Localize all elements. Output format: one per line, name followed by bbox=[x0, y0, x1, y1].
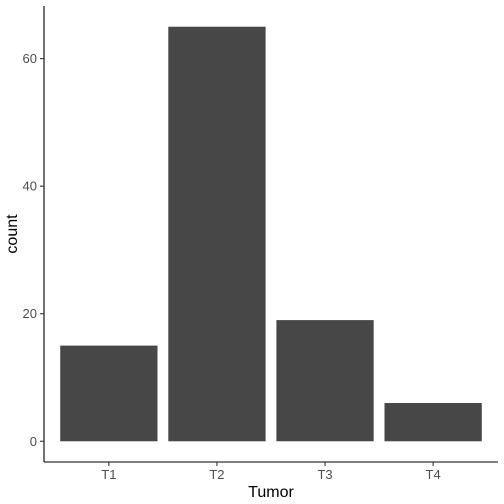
x-tick-label: T4 bbox=[426, 467, 441, 482]
bar-t2 bbox=[168, 26, 266, 442]
bar-t4 bbox=[384, 403, 482, 442]
x-tick-label: T3 bbox=[317, 467, 332, 482]
y-tick-label: 60 bbox=[23, 51, 37, 66]
y-axis-title: count bbox=[4, 214, 21, 254]
x-ticks: T1 T2 T3 T4 bbox=[101, 462, 441, 482]
axes-layer bbox=[43, 6, 498, 463]
bars-layer bbox=[60, 26, 482, 442]
y-tick-label: 0 bbox=[30, 434, 37, 449]
bar-t3 bbox=[276, 320, 374, 442]
x-tick-label: T2 bbox=[209, 467, 224, 482]
y-tick-label: 40 bbox=[23, 179, 37, 194]
y-tick-label: 20 bbox=[23, 306, 37, 321]
x-axis-title: Tumor bbox=[248, 484, 294, 501]
y-ticks: 0 20 40 60 bbox=[23, 51, 44, 449]
bar-t1 bbox=[60, 345, 158, 442]
x-tick-label: T1 bbox=[101, 467, 116, 482]
